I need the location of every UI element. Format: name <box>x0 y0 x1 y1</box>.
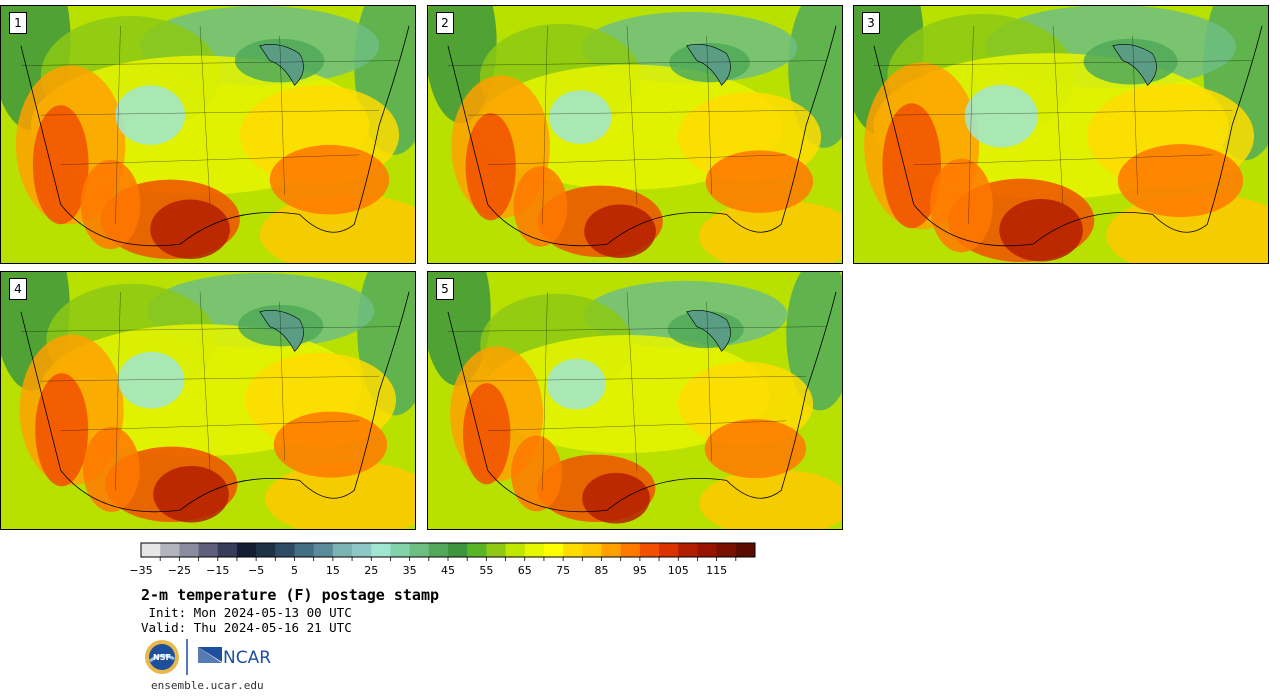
colorbar-tick-label: 45 <box>441 564 455 577</box>
colorbar-swatch <box>639 543 660 557</box>
panel-number: 1 <box>9 12 27 34</box>
colorbar-tick-label: 65 <box>517 564 532 577</box>
colorbar-swatch <box>543 543 564 557</box>
colorbar-swatch <box>217 543 238 557</box>
colorbar-swatch <box>409 543 430 557</box>
colorbar-swatch <box>601 543 622 557</box>
colorbar-tick-label: 85 <box>594 564 609 577</box>
colorbar-tick-label: 105 <box>667 564 689 577</box>
panel-number: 2 <box>436 12 454 34</box>
colorbar-tick-label: 95 <box>632 564 647 577</box>
colorbar-tick-label: 5 <box>291 564 298 577</box>
colorbar-tick-label: −25 <box>167 564 191 577</box>
colorbar-tick-label: −5 <box>248 564 265 577</box>
colorbar-swatch <box>563 543 583 557</box>
colorbar-tick-label: 15 <box>325 564 340 577</box>
init-time: Init: Mon 2024-05-13 00 UTC <box>141 605 352 620</box>
colorbar-swatch <box>697 543 718 557</box>
colorbar-swatch <box>620 543 641 557</box>
temperature-map <box>428 272 842 529</box>
colorbar-tick-label: 75 <box>556 564 571 577</box>
colorbar-swatch <box>486 543 507 557</box>
panel-number: 4 <box>9 278 27 300</box>
colorbar-swatch <box>352 543 372 557</box>
temperature-map <box>1 272 415 529</box>
colorbar-tick-label: 115 <box>706 564 728 577</box>
temperature-map <box>854 6 1268 263</box>
colorbar-swatch <box>716 543 737 557</box>
panel-number: 3 <box>862 12 880 34</box>
ncar-logo-text: NCAR <box>223 648 271 668</box>
colorbar-swatch <box>735 543 756 557</box>
colorbar-swatch <box>467 543 487 557</box>
colorbar-swatch <box>505 543 526 557</box>
colorbar-swatch <box>141 543 161 557</box>
site-url: ensemble.ucar.edu <box>151 679 264 692</box>
map-panel-4: 4 <box>0 271 416 530</box>
map-panel-1: 1 <box>0 5 416 264</box>
colorbar-tick-label: −35 <box>129 564 153 577</box>
colorbar-swatch <box>256 543 276 557</box>
map-panel-2: 2 <box>427 5 843 264</box>
colorbar-swatch <box>179 543 200 557</box>
colorbar-swatch <box>678 543 698 557</box>
colorbar-swatch <box>160 543 180 557</box>
colorbar-swatch <box>236 543 257 557</box>
colorbar-swatch <box>659 543 679 557</box>
colorbar-swatch <box>428 543 449 557</box>
temperature-map <box>428 6 842 263</box>
colorbar-swatch <box>390 543 411 557</box>
colorbar-swatch <box>582 543 602 557</box>
valid-time: Valid: Thu 2024-05-16 21 UTC <box>141 620 352 635</box>
nsf-logo-icon: NSF <box>145 640 179 674</box>
colorbar-tick-label: 35 <box>402 564 417 577</box>
nsf-logo-text: NSF <box>153 653 171 662</box>
temperature-map <box>1 6 415 263</box>
colorbar-swatch <box>198 543 219 557</box>
colorbar-swatch <box>371 543 391 557</box>
map-panel-5: 5 <box>427 271 843 530</box>
colorbar-swatch <box>448 543 468 557</box>
plot-title: 2-m temperature (F) postage stamp <box>141 586 440 604</box>
logos: NSF NCAR <box>145 639 271 675</box>
colorbar-swatch <box>332 543 353 557</box>
colorbar-tick-label: 55 <box>479 564 494 577</box>
colorbar-swatch <box>313 543 334 557</box>
map-panel-3: 3 <box>853 5 1269 264</box>
colorbar-swatch <box>294 543 315 557</box>
colorbar-swatch <box>275 543 295 557</box>
colorbar-tick-label: −15 <box>206 564 230 577</box>
panel-number: 5 <box>436 278 454 300</box>
ncar-logo-icon: NCAR <box>198 647 271 668</box>
colorbar-tick-label: 25 <box>364 564 379 577</box>
temperature-colorbar <box>140 542 756 561</box>
colorbar-swatch <box>524 543 545 557</box>
